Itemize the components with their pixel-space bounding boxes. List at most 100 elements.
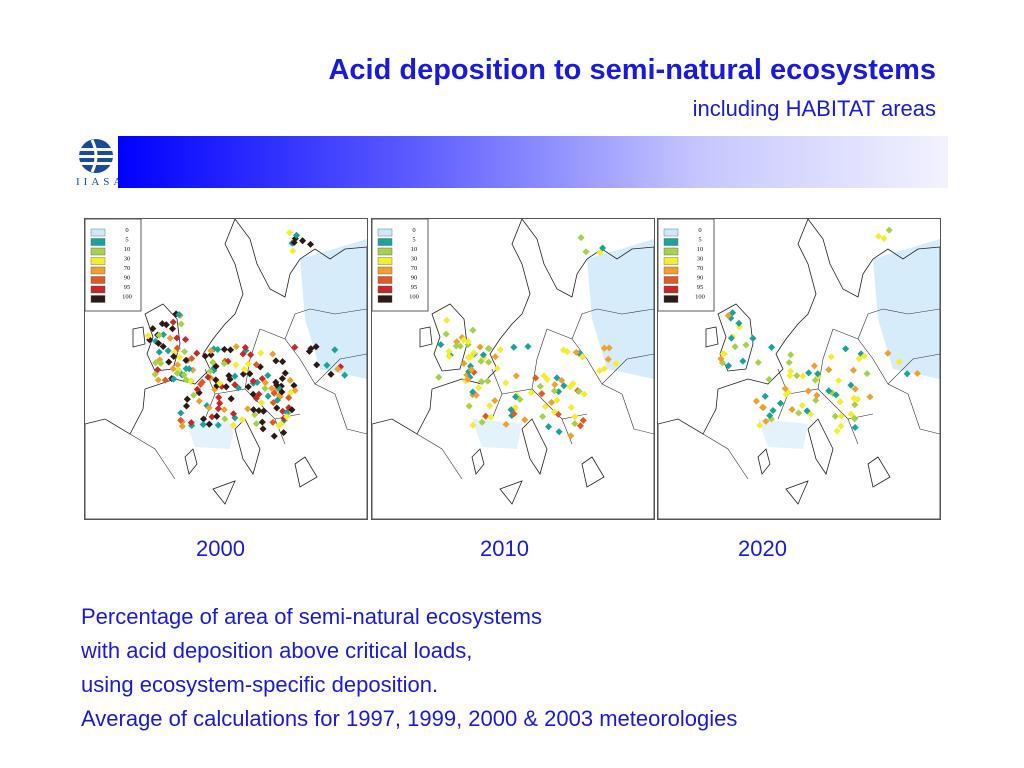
legend-swatch xyxy=(90,285,106,294)
exceedance-cell xyxy=(193,385,201,393)
exceedance-cell xyxy=(510,410,518,418)
exceedance-cell xyxy=(238,416,246,424)
exceedance-cell xyxy=(798,401,806,409)
exceedance-cell xyxy=(229,410,238,418)
exceedance-cell xyxy=(286,376,294,384)
legend-swatch xyxy=(90,276,106,284)
legend-label: 70 xyxy=(411,265,418,272)
exceedance-cell xyxy=(257,349,265,357)
exceedance-cell xyxy=(742,341,750,349)
exceedance-cell xyxy=(246,370,254,378)
exceedance-cell xyxy=(571,420,579,428)
exceedance-cell xyxy=(571,413,579,421)
exceedance-cell xyxy=(278,388,286,396)
country-border xyxy=(882,308,940,315)
exceedance-cell xyxy=(181,348,189,356)
legend-swatch xyxy=(663,266,679,275)
coastline xyxy=(85,219,367,519)
exceedance-cell xyxy=(174,361,182,369)
exceedance-cell xyxy=(467,353,475,361)
legend-swatch xyxy=(90,266,106,275)
exceedance-cell xyxy=(787,351,795,359)
country-border xyxy=(817,328,834,390)
exceedance-cell xyxy=(269,399,277,407)
exceedance-cell xyxy=(259,425,267,433)
exceedance-cell xyxy=(445,353,453,361)
country-border xyxy=(284,308,311,340)
legend: 0 5 10 30 70 90 95 100 xyxy=(658,219,715,312)
exceedance-cell xyxy=(851,385,859,393)
exceedance-cell xyxy=(482,412,490,420)
exceedance-cell xyxy=(258,418,266,426)
exceedance-cell xyxy=(280,429,288,437)
legend-label: 10 xyxy=(124,246,131,253)
legend-label: 100 xyxy=(695,294,705,301)
country-border xyxy=(887,353,940,385)
exceedance-cell xyxy=(279,358,287,366)
exceedance-cell xyxy=(220,406,228,414)
exceedance-cell xyxy=(208,413,216,421)
country-border xyxy=(857,308,884,340)
legend-label: 90 xyxy=(124,275,131,282)
coastline xyxy=(184,448,198,475)
coastline xyxy=(212,480,236,505)
coastline xyxy=(581,456,605,488)
exceedance-cell xyxy=(536,382,544,390)
exceedance-cell xyxy=(177,409,185,417)
legend-label: 0 xyxy=(698,227,701,234)
coastline xyxy=(757,448,771,475)
exceedance-cell xyxy=(239,370,247,378)
exceedance-cell xyxy=(781,385,789,393)
legend-swatch xyxy=(377,228,393,237)
exceedance-cell xyxy=(299,237,307,245)
exceedance-cell xyxy=(231,381,239,389)
exceedance-cell xyxy=(264,392,272,400)
exceedance-cell xyxy=(273,404,281,412)
country-border xyxy=(416,433,463,480)
exceedance-cell xyxy=(164,347,172,355)
exceedance-cell xyxy=(563,348,571,356)
exceedance-cell xyxy=(221,415,229,423)
exceedance-cell xyxy=(252,361,260,369)
exceedance-cell xyxy=(765,375,773,383)
exceedance-cell xyxy=(151,370,159,378)
exceedance-cell xyxy=(786,372,794,380)
ecosystem-shading xyxy=(472,419,522,449)
exceedance-cell xyxy=(185,365,193,373)
exceedance-cell xyxy=(273,381,281,389)
exceedance-cell xyxy=(766,412,774,420)
legend-swatch xyxy=(377,276,393,284)
exceedance-cell xyxy=(833,427,841,435)
exceedance-cell xyxy=(244,383,252,391)
legend-label: 95 xyxy=(411,284,418,291)
legend-label: 100 xyxy=(122,294,132,301)
europe-map: 0 5 10 30 70 90 95 100 xyxy=(85,219,367,519)
exceedance-cell xyxy=(239,350,247,358)
exceedance-cells xyxy=(144,229,349,440)
coastline xyxy=(372,219,654,519)
exceedance-cell xyxy=(269,350,277,358)
ecosystem-shading xyxy=(587,239,654,379)
exceedance-cell xyxy=(281,369,289,377)
country-border xyxy=(314,353,367,385)
exceedance-cell xyxy=(493,364,501,372)
exceedance-cell xyxy=(477,377,485,386)
exceedance-cell xyxy=(181,335,190,344)
exceedance-cell xyxy=(502,420,510,428)
legend-swatch xyxy=(663,295,679,303)
exceedance-cell xyxy=(327,370,335,378)
country-border xyxy=(702,433,749,480)
header-banner xyxy=(118,136,948,188)
exceedance-cell xyxy=(209,358,217,366)
country-border xyxy=(274,418,286,445)
exceedance-cell xyxy=(232,343,240,351)
exceedance-cell xyxy=(313,361,321,369)
exceedance-cell xyxy=(175,311,183,319)
exceedance-cell xyxy=(577,234,585,242)
exceedance-cell xyxy=(268,384,276,392)
year-label-2000: 2000 xyxy=(196,536,245,561)
exceedance-cell xyxy=(205,404,213,412)
country-border xyxy=(907,393,940,435)
exceedance-cell xyxy=(165,358,173,366)
exceedance-cell xyxy=(182,402,191,410)
